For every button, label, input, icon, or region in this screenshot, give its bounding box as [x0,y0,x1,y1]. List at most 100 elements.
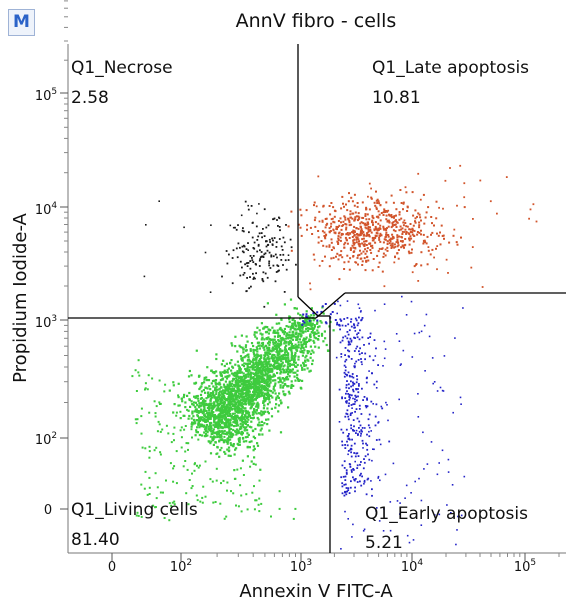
late-apoptosis-event-2937 [322,205,325,208]
necrose-event-3752 [264,272,267,275]
late-apoptosis-event-3042 [435,247,437,250]
living-event-738 [274,382,277,385]
living-event-1723 [303,339,306,342]
living-event-2472 [173,426,176,429]
early-apoptosis-event-3653 [438,462,440,464]
living-event-1734 [265,364,268,368]
late-apoptosis-event-3038 [391,242,394,245]
late-apoptosis-event-3124 [400,228,403,231]
necrose-event-3834 [250,205,253,207]
living-event-1950 [252,462,255,465]
living-event-532 [287,356,290,359]
late-apoptosis-event-2773 [376,254,379,257]
living-event-2199 [253,394,256,397]
necrose-event-3892 [232,226,235,229]
living-event-1671 [228,419,232,422]
necrose-event-3783 [275,271,278,273]
living-event-1709 [220,386,223,389]
living-event-2269 [255,372,258,375]
living-event-825 [234,448,237,451]
early-apoptosis-event-3291 [347,415,350,418]
living-event-216 [203,381,206,384]
living-event-1198 [311,359,314,362]
living-event-1695 [209,388,212,391]
early-apoptosis-event-3366 [371,494,373,497]
living-event-1358 [299,328,302,331]
late-apoptosis-event-2757 [385,218,388,221]
late-apoptosis-event-3258 [442,207,444,210]
late-apoptosis-event-3203 [529,208,532,211]
late-apoptosis-event-3183 [328,227,331,230]
early-apoptosis-event-3447 [345,487,348,489]
living-event-587 [317,334,320,338]
necrose-event-3845 [258,259,261,262]
late-apoptosis-event-2649 [387,235,390,238]
early-apoptosis-event-3407 [359,480,361,483]
living-event-340 [243,392,246,395]
living-event-2554 [170,504,173,507]
living-event-778 [240,399,243,402]
living-event-1564 [238,408,241,411]
living-event-2529 [136,511,139,514]
late-apoptosis-event-3017 [364,269,367,272]
living-event-2226 [230,388,233,391]
living-event-1120 [274,360,277,363]
living-event-222 [198,387,201,391]
living-event-1141 [242,440,245,443]
late-apoptosis-event-2719 [365,244,368,246]
late-apoptosis-event-3109 [408,228,411,231]
living-event-1154 [212,411,215,414]
living-event-788 [267,418,270,421]
early-apoptosis-event-3579 [417,416,420,418]
living-event-142 [275,398,278,401]
quadrant-necrose-label: Q1_Necrose [71,58,173,78]
living-event-2469 [254,463,257,466]
early-apoptosis-event-3685 [370,480,372,482]
living-event-86 [261,367,265,370]
early-apoptosis-event-3552 [364,352,367,355]
living-event-2392 [222,426,225,429]
living-event-1404 [277,396,280,399]
living-event-1232 [203,376,206,379]
late-apoptosis-event-3223 [471,246,474,248]
early-apoptosis-event-3563 [335,356,338,359]
living-event-456 [216,388,219,391]
plot-badge-m[interactable]: M [8,9,35,36]
living-event-2277 [236,410,239,413]
late-apoptosis-event-3101 [430,233,432,236]
living-event-2215 [230,403,234,406]
living-event-122 [301,366,304,369]
living-event-1542 [256,382,259,385]
living-event-1652 [197,410,200,413]
living-event-896 [261,424,264,427]
living-event-2140 [305,310,308,313]
living-event-1926 [240,371,244,374]
early-apoptosis-event-3553 [372,359,375,362]
living-event-1994 [256,368,259,371]
late-apoptosis-event-2767 [422,193,425,196]
living-event-1474 [198,416,201,419]
early-apoptosis-event-3617 [340,356,343,358]
early-apoptosis-event-3532 [361,336,364,339]
early-apoptosis-event-3712 [305,315,308,318]
early-apoptosis-event-3381 [356,399,358,402]
living-event-1753 [226,371,229,374]
living-event-2233 [251,429,254,432]
living-event-380 [194,401,197,404]
x-tick-label-0: 0 [108,560,116,575]
late-apoptosis-event-3179 [320,240,323,242]
early-apoptosis-event-3414 [357,322,360,325]
living-event-1803 [267,360,270,363]
late-apoptosis-event-2954 [354,211,357,214]
living-event-998 [254,335,257,338]
late-apoptosis-event-2636 [329,213,332,216]
living-event-2091 [255,363,259,367]
late-apoptosis-event-2608 [404,228,407,231]
necrose-event-3820 [264,252,267,255]
living-event-751 [234,415,237,418]
early-apoptosis-event-3588 [446,504,448,506]
living-event-882 [258,362,261,366]
living-event-1059 [256,444,260,447]
early-apoptosis-event-3315 [363,396,366,398]
living-event-1239 [275,350,278,353]
